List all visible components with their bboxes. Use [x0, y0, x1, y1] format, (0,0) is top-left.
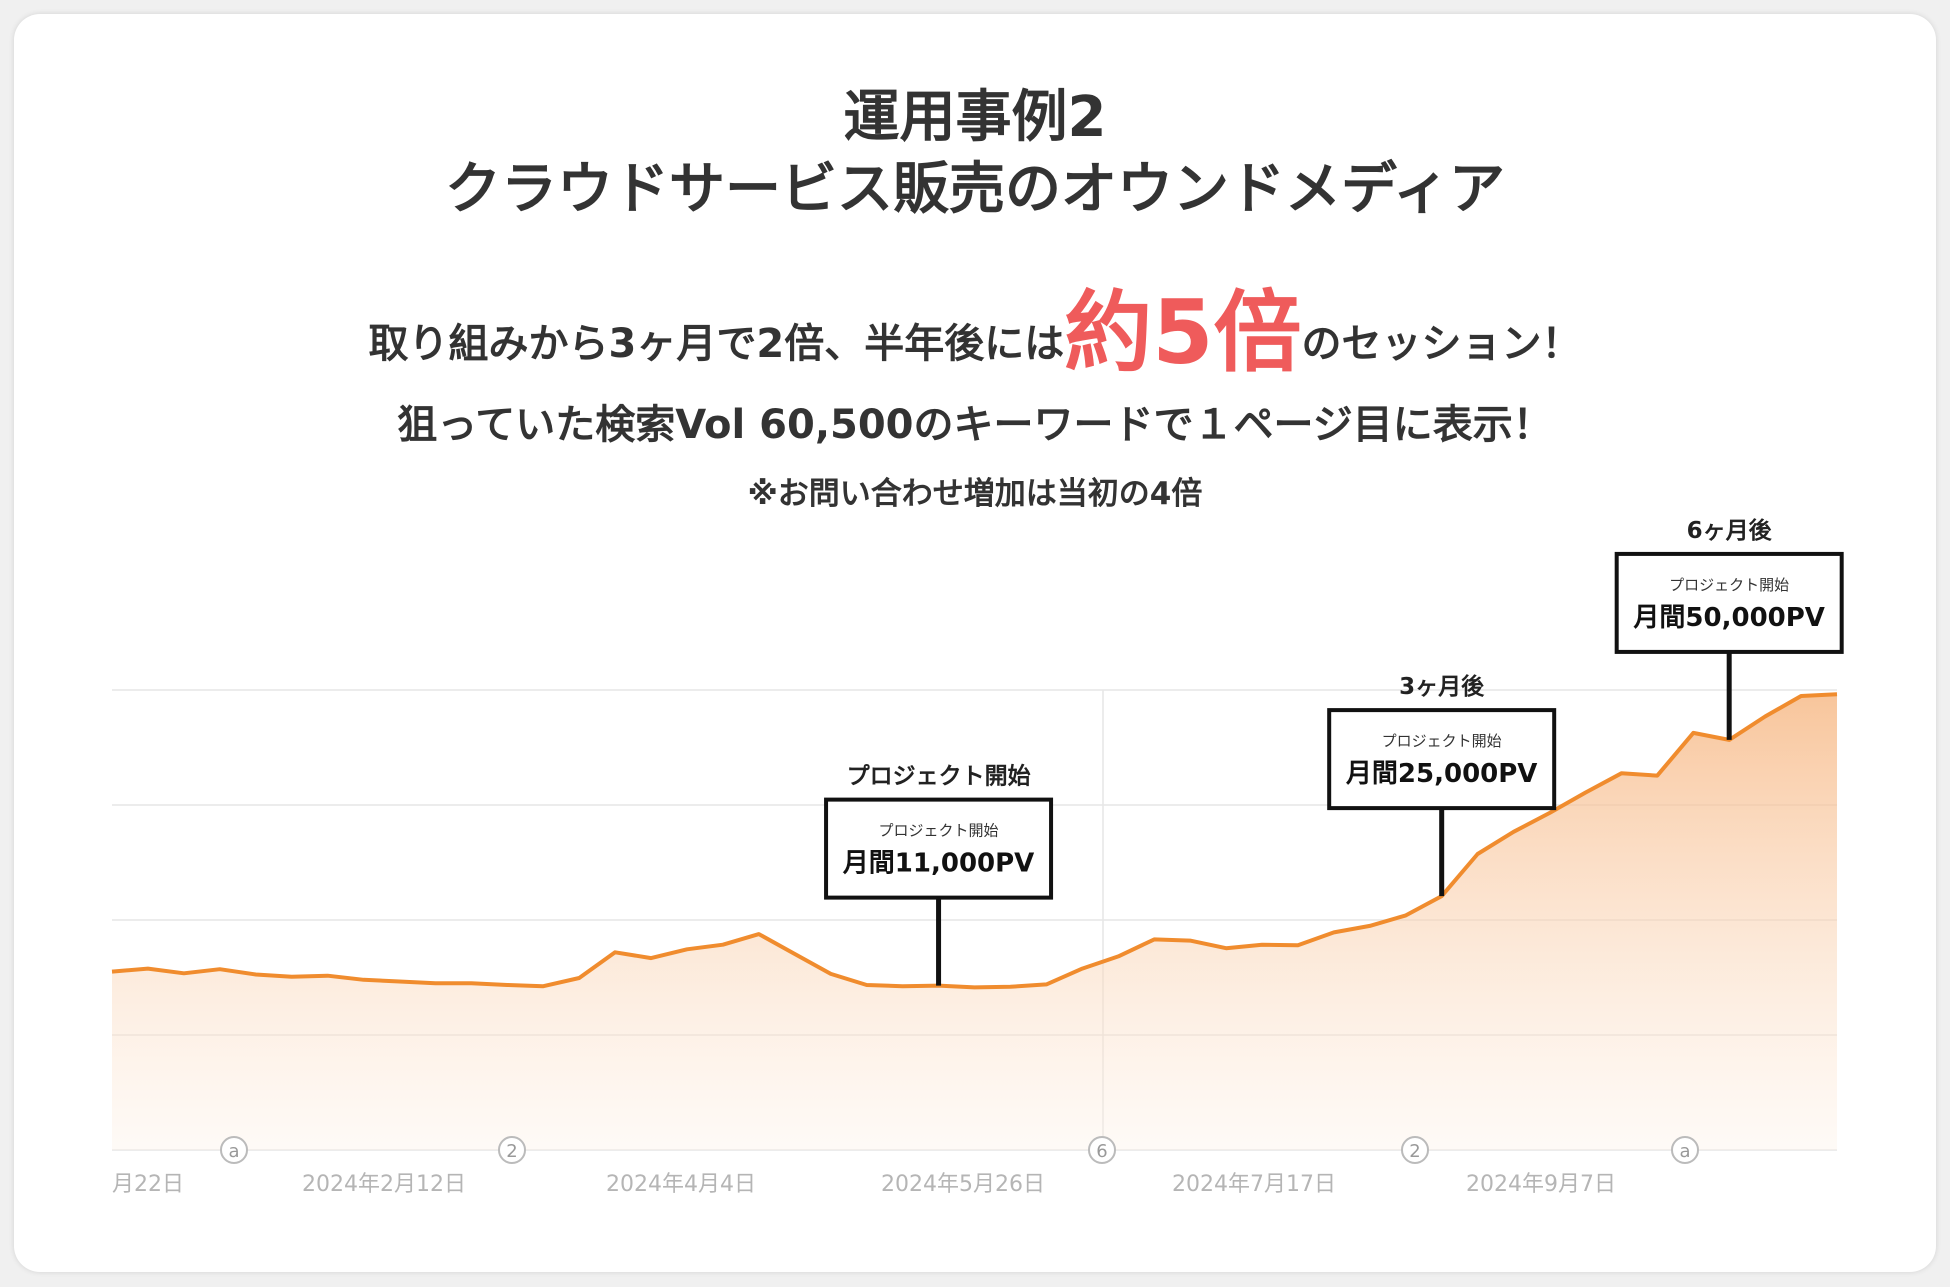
marker-icon: 2	[498, 1136, 526, 1164]
x-tick-label: 2024年5月26日	[881, 1172, 1045, 1197]
annotation-box	[1614, 551, 1844, 654]
annotation-box	[824, 797, 1054, 900]
x-tick-label: 月22日	[112, 1172, 184, 1197]
subtitle-highlight: 約5倍	[1064, 281, 1302, 384]
annotation-small-text: プロジェクト開始	[1382, 732, 1502, 750]
marker-icon: 6	[1088, 1136, 1116, 1164]
annotation-value: 月間11,000PV	[842, 849, 1035, 879]
svg-text:a: a	[1679, 1141, 1690, 1162]
title-line-1: 運用事例2	[843, 85, 1107, 150]
annotation-label: プロジェクト開始	[847, 763, 1031, 790]
x-tick-label: 2024年4月4日	[606, 1172, 756, 1197]
subtitle-post: のセッション！	[1301, 321, 1582, 367]
subtitle-pre: 取り組みから3ヶ月で2倍、半年後には	[368, 321, 1065, 367]
annotation-value: 月間25,000PV	[1345, 759, 1538, 789]
marker-icon: a	[220, 1136, 248, 1164]
svg-text:a: a	[228, 1141, 239, 1162]
x-tick-label: 2024年7月17日	[1172, 1172, 1336, 1197]
marker-icon: 2	[1401, 1136, 1429, 1164]
series-area	[112, 694, 1837, 1150]
series-line	[111, 692, 1838, 990]
annotation-value: 月間50,000PV	[1632, 603, 1825, 633]
annotations: プロジェクト開始プロジェクト開始月間11,000PV3ヶ月後プロジェクト開始月間…	[824, 517, 1844, 986]
svg-text:2: 2	[1409, 1141, 1420, 1162]
marker-icon: a	[1671, 1136, 1699, 1164]
marker-icons: a 2 6 2 a	[220, 1136, 1699, 1164]
annotation-small-text: プロジェクト開始	[1669, 576, 1789, 594]
svg-text:2: 2	[506, 1141, 517, 1162]
x-axis-ticks: 月22日 2024年2月12日 2024年4月4日 2024年5月26日 2024年7月…	[112, 1172, 1616, 1197]
annotation-label: 3ヶ月後	[1399, 673, 1485, 700]
annotation-small-text: プロジェクト開始	[879, 822, 999, 840]
annotation-label: 6ヶ月後	[1687, 517, 1773, 544]
subtitle-2: 狙っていた検索Vol 60,500のキーワードで１ページ目に表示！	[397, 402, 1553, 448]
x-tick-label: 2024年2月12日	[302, 1172, 466, 1197]
x-tick-label: 2024年9月7日	[1466, 1172, 1616, 1197]
footnote: ※お問い合わせ増加は当初の4倍	[747, 476, 1203, 512]
title-line-2: クラウドサービス販売のオウンドメディア	[444, 157, 1506, 222]
subtitle: 取り組みから3ヶ月で2倍、半年後には約5倍のセッション！	[0, 262, 1950, 389]
svg-text:6: 6	[1096, 1141, 1107, 1162]
annotation-box	[1327, 708, 1557, 811]
